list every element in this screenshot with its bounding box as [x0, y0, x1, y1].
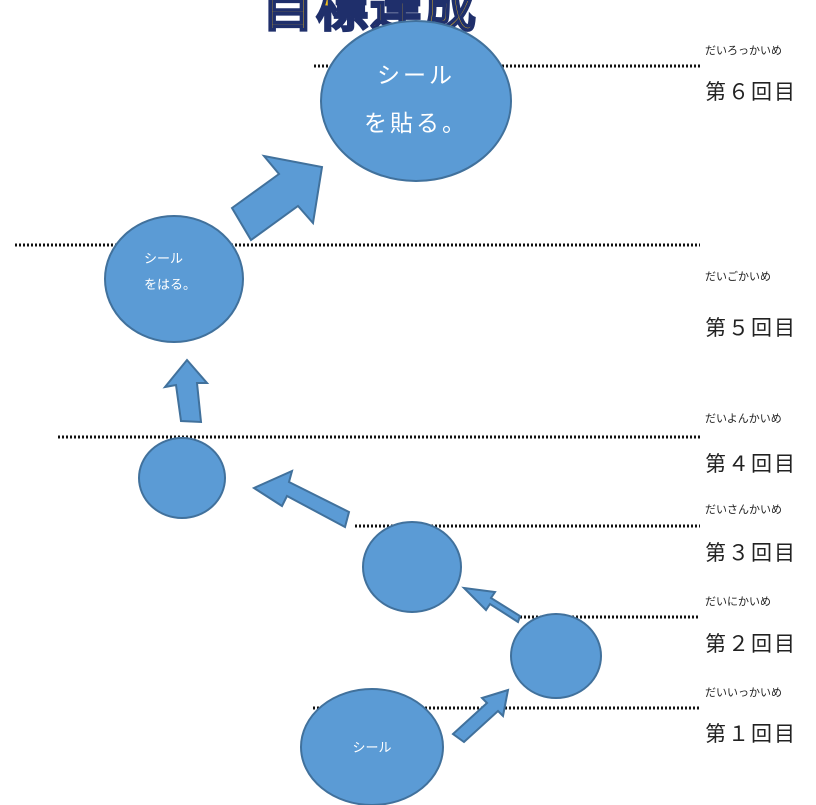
circle-level-5-line2: をはる。	[144, 278, 197, 293]
level-3-label: 第３回目	[705, 541, 797, 565]
arrow-1-icon	[451, 688, 510, 744]
level-6-label: 第６回目	[705, 80, 797, 104]
circle-level-2	[510, 613, 602, 699]
level-3-ruby: だいさんかいめ	[705, 503, 782, 516]
circle-level-3	[362, 521, 462, 613]
level-2-label: 第２回目	[705, 632, 797, 656]
circle-start-label: シール	[352, 741, 392, 756]
circle-level-4	[138, 437, 226, 519]
circle-level-5-line1: シール	[144, 252, 184, 267]
level-4-ruby: だいよんかいめ	[705, 412, 782, 425]
level-5-label: 第５回目	[705, 316, 797, 340]
arrow-4-icon	[162, 358, 210, 424]
level-1-label: 第１回目	[705, 722, 797, 746]
circle-level-6	[320, 20, 512, 182]
circle-level-5	[104, 215, 244, 343]
arrow-3-icon	[251, 469, 351, 529]
level-5-ruby: だいごかいめ	[705, 270, 771, 283]
level-4-label: 第４回目	[705, 452, 797, 476]
circle-level-6-line2: を貼る。	[364, 111, 468, 137]
level-2-ruby: だいにかいめ	[705, 595, 771, 608]
circle-start	[300, 688, 444, 805]
level-6-ruby: だいろっかいめ	[705, 44, 782, 57]
level-1-ruby: だいいっかいめ	[705, 686, 782, 699]
arrow-5-icon	[230, 154, 324, 242]
arrow-2-icon	[461, 586, 522, 624]
circle-level-6-line1: シール	[377, 63, 455, 89]
